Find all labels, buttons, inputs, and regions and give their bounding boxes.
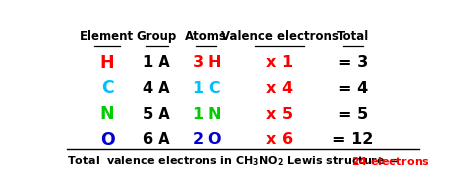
Text: $\mathbf{24\ electrons}$: $\mathbf{24\ electrons}$ (351, 155, 430, 167)
Text: N: N (100, 105, 114, 123)
Text: x 5: x 5 (266, 107, 293, 122)
Text: N: N (208, 107, 221, 122)
Text: C: C (209, 81, 220, 96)
Text: x 4: x 4 (266, 81, 293, 96)
Text: $\mathbf{Total\ \ valence\ electrons\ in\ CH_3NO_2\ Lewis\ structure\ =\ }$: $\mathbf{Total\ \ valence\ electrons\ in… (66, 154, 400, 168)
Text: Valence electrons: Valence electrons (221, 30, 338, 43)
Text: = 4: = 4 (338, 81, 368, 96)
Text: C: C (100, 79, 113, 97)
Text: = 5: = 5 (338, 107, 368, 122)
Text: 3: 3 (192, 55, 204, 70)
Text: 6 A: 6 A (143, 132, 170, 147)
Text: 1: 1 (192, 107, 204, 122)
Text: H: H (100, 54, 114, 72)
Text: x 1: x 1 (266, 55, 293, 70)
Text: Group: Group (137, 30, 177, 43)
Text: 5 A: 5 A (143, 107, 170, 122)
Text: Element: Element (80, 30, 134, 43)
Text: Total: Total (337, 30, 369, 43)
Text: H: H (208, 55, 221, 70)
Text: O: O (208, 132, 221, 147)
Text: 2: 2 (192, 132, 204, 147)
Text: Atoms: Atoms (185, 30, 227, 43)
Text: O: O (100, 131, 114, 149)
Text: = 12: = 12 (332, 132, 374, 147)
Text: 1 A: 1 A (143, 55, 170, 70)
Text: 1: 1 (192, 81, 204, 96)
Text: x 6: x 6 (266, 132, 293, 147)
Text: = 3: = 3 (338, 55, 368, 70)
Text: 4 A: 4 A (143, 81, 170, 96)
